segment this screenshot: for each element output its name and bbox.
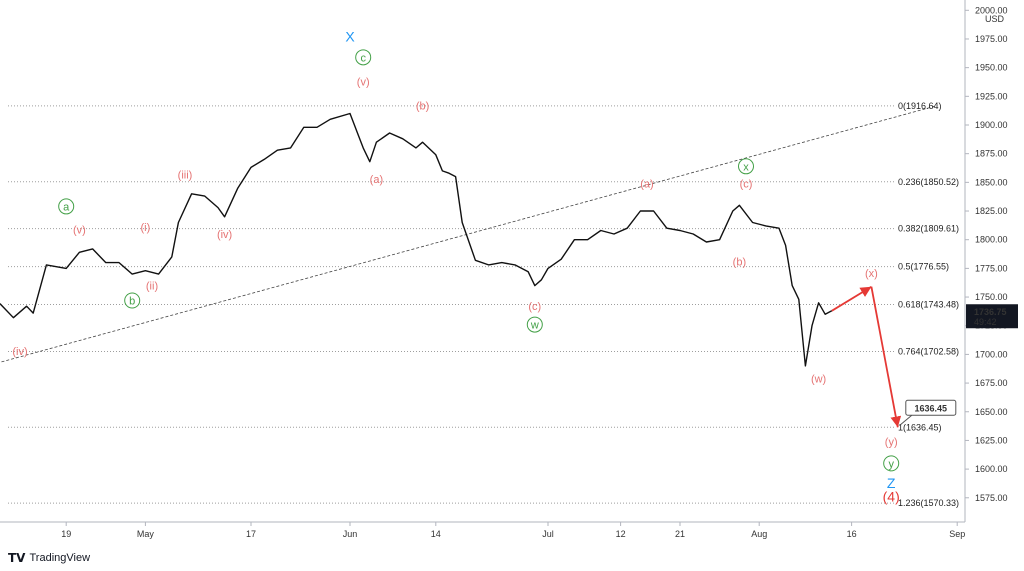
wave-label: (iv): [12, 346, 27, 358]
wave-label: b: [129, 295, 135, 307]
target-badge: 1636.45: [899, 399, 957, 426]
x-tick-label: Jul: [542, 529, 554, 539]
y-tick-label: 2000.00: [975, 5, 1008, 15]
y-tick-label: 1600.00: [975, 464, 1008, 474]
target-badge-pointer: [899, 414, 913, 426]
projection: [831, 285, 902, 428]
wave-label: (v): [357, 76, 370, 88]
wave-label: (ii): [146, 281, 158, 293]
wave-label-circle: [526, 316, 543, 333]
fib-level-label: 0(1916.64): [898, 101, 942, 111]
trendline-line: [0, 105, 938, 363]
x-tick-label: 16: [847, 529, 857, 539]
x-tick-label: 17: [246, 529, 256, 539]
x-tick-label: 12: [616, 529, 626, 539]
projection-arrow: [831, 285, 872, 312]
wave-labels: iii)(iv)a(v)b(i)(ii)(iii)(iv)Xc(v)(a)(b)…: [12, 29, 900, 505]
wave-label: (4): [883, 489, 900, 505]
x-tick-label: Aug: [751, 529, 767, 539]
wave-label: (iii): [178, 169, 193, 181]
y-tick-label: 1575.00: [975, 493, 1008, 503]
y-tick-label: 1825.00: [975, 206, 1008, 216]
wave-label: X: [345, 29, 355, 45]
fib-level-label: 0.5(1776.55): [898, 262, 949, 272]
wave-label-circle: [58, 198, 75, 215]
y-tick-label: 1925.00: [975, 91, 1008, 101]
x-tick-label: 14: [431, 529, 441, 539]
y-tick-label: 1850.00: [975, 177, 1008, 187]
y-tick-label: 1700.00: [975, 349, 1008, 359]
wave-label: (i): [141, 222, 151, 234]
wave-label: (b): [416, 101, 429, 113]
y-tick-label: 1675.00: [975, 378, 1008, 388]
wave-label-circle: [355, 49, 372, 66]
fib-level-label: 0.236(1850.52): [898, 177, 959, 187]
wave-label-circle: [883, 455, 900, 472]
x-tick-label: Sep: [949, 529, 965, 539]
wave-label: (x): [865, 268, 878, 280]
wave-label: w: [530, 320, 539, 332]
tradingview-logo-icon: TV: [8, 551, 26, 565]
fib-level-label: 0.382(1809.61): [898, 224, 959, 234]
x-tick-label: 19: [61, 529, 71, 539]
x-axis[interactable]: 19 May 17 Jun 14 Jul 12 21 Aug 16 Sep: [0, 521, 965, 539]
tradingview-logo-text: TradingView: [29, 552, 91, 564]
wave-label: c: [360, 52, 366, 64]
target-badge-box: [905, 399, 957, 416]
y-tick-label: 1775.00: [975, 263, 1008, 273]
price-series: [0, 112, 833, 367]
wave-label-circle: [738, 158, 754, 175]
y-tick-label: 1975.00: [975, 34, 1008, 44]
trendline: [0, 105, 938, 363]
y-tick-label: 1750.00: [975, 292, 1008, 302]
wave-label: (v): [73, 224, 86, 236]
wave-label: (a): [640, 178, 653, 190]
fib-level-label: 1.236(1570.33): [898, 498, 959, 508]
wave-label: y: [888, 458, 894, 470]
projection-arrow: [870, 286, 902, 428]
price-badge-countdown: 49:42: [974, 317, 997, 327]
price-line: [0, 112, 833, 367]
x-tick-label: Jun: [343, 529, 358, 539]
y-tick-label: 1900.00: [975, 120, 1008, 130]
target-badge-value: 1636.45: [915, 403, 948, 413]
fib-labels: 0(1916.64) 0.236(1850.52) 0.382(1809.61) 0.…: [898, 101, 959, 508]
fib-lines: [8, 105, 896, 504]
fib-level-label: 0.764(1702.58): [898, 346, 959, 356]
wave-label: (iv): [217, 229, 232, 241]
y-axis[interactable]: 1575.00 1600.00 1625.00 1650.00 1675.00 1700.…: [964, 0, 1008, 522]
price-badge-value: 1736.75: [974, 307, 1007, 317]
y-tick-label: 1875.00: [975, 149, 1008, 159]
y-tick-label: 1650.00: [975, 407, 1008, 417]
wave-label: (c): [740, 178, 753, 190]
wave-label: x: [743, 161, 749, 173]
currency-label: USD: [985, 14, 1005, 24]
wave-label: (w): [811, 373, 826, 385]
wave-label: (c): [528, 301, 541, 313]
wave-label: (y): [885, 437, 898, 449]
y-tick-label: 1950.00: [975, 63, 1008, 73]
x-tick-label: 21: [675, 529, 685, 539]
wave-label-circle: [124, 292, 141, 309]
wave-label: a: [63, 201, 70, 213]
wave-label: (b): [733, 256, 746, 268]
fib-level-label: 0.618(1743.48): [898, 300, 959, 310]
wave-label: (a): [370, 174, 383, 186]
tradingview-logo[interactable]: TV TradingView: [8, 551, 90, 565]
x-tick-label: May: [137, 529, 155, 539]
y-tick-label: 1625.00: [975, 435, 1008, 445]
y-tick-label: 1800.00: [975, 235, 1008, 245]
price-badge-box: [966, 304, 1018, 329]
wave-label: Z: [887, 475, 896, 491]
fib-level-label: 1(1636.45): [898, 422, 942, 432]
